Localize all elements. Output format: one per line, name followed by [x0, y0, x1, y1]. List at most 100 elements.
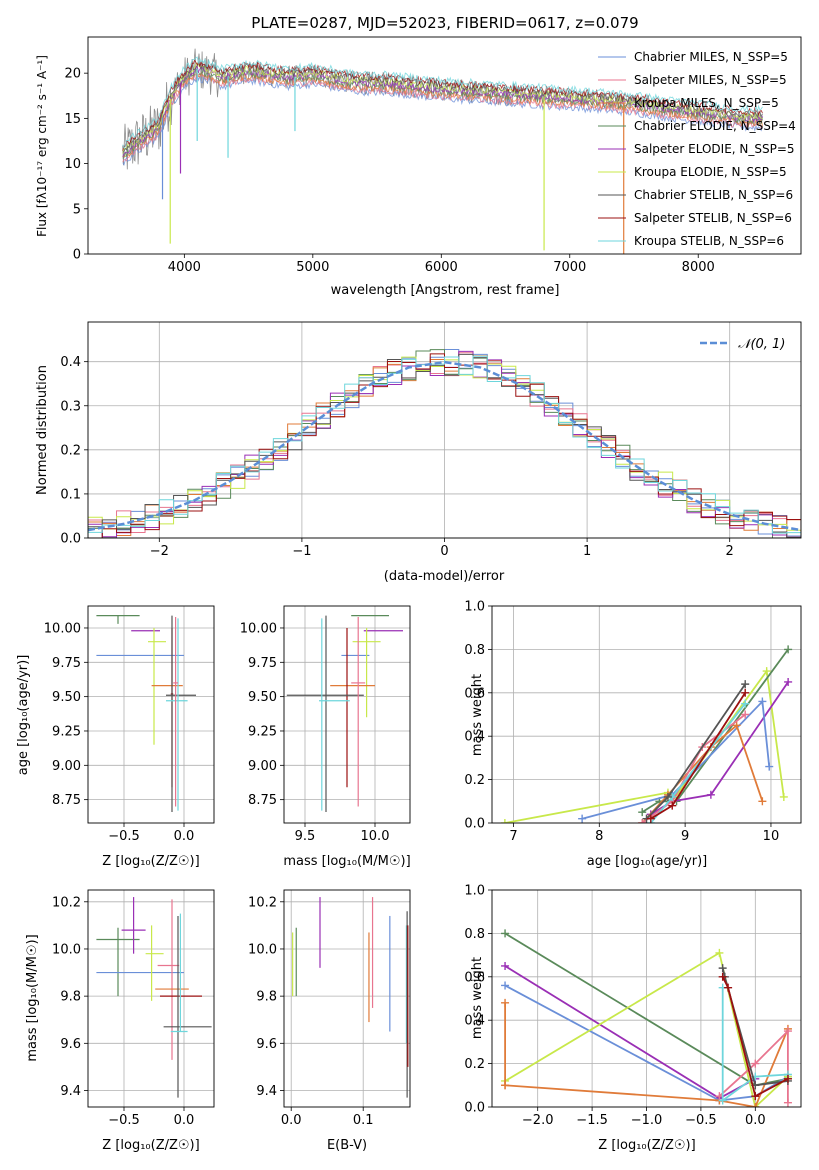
- weight-marker: [718, 972, 727, 981]
- x-tick-label: 1: [583, 544, 591, 559]
- age-vs-metallicity-panel: −0.5 0.0 8.75 9.00 9.25 9.50 9.75 10.00 Z [log₁…: [16, 605, 215, 869]
- y-tick-label: 9.8: [256, 990, 277, 1005]
- y-tick-label: 0.1: [60, 487, 81, 502]
- y-tick-label: 9.6: [60, 1037, 81, 1052]
- y-tick-label: 5: [73, 202, 81, 217]
- mass-vs-extinction-xlabel: E(B-V): [327, 1138, 367, 1153]
- mass-vs-metallicity-ylabel: mass [log₁₀(M/M☉)]: [25, 934, 40, 1061]
- weight-marker: [646, 814, 655, 823]
- y-tick-label: 0.6: [464, 970, 485, 985]
- x-tick-label: 10.0: [361, 829, 390, 844]
- spectrum-plot-area: 4000 5000 6000 7000 8000 0 5 10 15 20: [64, 36, 802, 275]
- y-tick-label: 0.0: [464, 817, 485, 832]
- axes-frame: [491, 605, 802, 824]
- weight-vs-age-ylabel: mass weight: [470, 674, 485, 756]
- x-tick-label: 8: [595, 829, 603, 844]
- plot-clip-group: [96, 897, 212, 1098]
- weight-vs-metallicity-plot-area: −2.0 −1.5 −1.0 −0.5 0.0 0.0 0.2 0.4 0.6 0.8 1.0: [464, 884, 802, 1128]
- plot-clip-group: [500, 645, 793, 823]
- weight-marker: [638, 819, 647, 823]
- x-tick-label: 0.0: [174, 1113, 195, 1128]
- legend-normal-label: 𝒩(0, 1): [738, 337, 785, 352]
- age-vs-metallicity-ylabel: age [log₁₀(age/yr)]: [16, 655, 31, 776]
- residuals-legend: 𝒩(0, 1): [700, 337, 785, 352]
- legend-entry-label: Chabrier STELIB, N_SSP=6: [634, 188, 793, 202]
- weight-line: [650, 681, 789, 816]
- y-tick-label: 9.00: [52, 759, 81, 774]
- spectrum-panel: 4000 5000 6000 7000 8000 0 5 10 15 20 Chabrier MI…: [35, 36, 802, 298]
- residuals-plot-area: −2 −1 0 1 2 0.0 0.1 0.2 0.3 0.4: [60, 321, 802, 559]
- spectrum-ylabel: Flux [fλ10⁻¹⁷ erg cm⁻² s⁻¹ A⁻¹]: [35, 55, 49, 237]
- x-tick-label: 6000: [425, 260, 458, 275]
- x-tick-label: −2.0: [522, 1113, 554, 1128]
- weight-marker: [751, 1103, 760, 1107]
- figure-title: PLATE=0287, MJD=52023, FIBERID=0617, z=0…: [251, 14, 638, 32]
- weight-line: [721, 987, 788, 1103]
- weight-marker: [779, 792, 788, 801]
- weight-marker: [500, 819, 509, 823]
- weight-marker: [751, 1092, 760, 1101]
- weight-line: [721, 976, 789, 1098]
- spectrum-xlabel: wavelength [Angstrom, rest frame]: [331, 283, 560, 298]
- weight-marker: [638, 808, 647, 817]
- x-tick-label: 0.0: [745, 1113, 766, 1128]
- x-tick-label: 4000: [168, 260, 201, 275]
- weight-vs-age-plot-area: 7 8 9 10 0.0 0.2 0.4 0.6 0.8 1.0: [464, 600, 802, 844]
- weight-marker: [765, 762, 774, 771]
- spectrum-model-line: [122, 62, 763, 154]
- weight-line: [504, 668, 785, 823]
- weight-vs-metallicity-panel: −2.0 −1.5 −1.0 −0.5 0.0 0.0 0.2 0.4 0.6 0.8 1.0 Z …: [464, 884, 802, 1153]
- y-tick-label: 9.50: [248, 690, 277, 705]
- weight-marker: [718, 964, 727, 973]
- x-tick-label: −0.5: [108, 829, 140, 844]
- weight-line: [504, 965, 756, 1100]
- y-tick-label: 10.2: [52, 895, 81, 910]
- axes-frame: [87, 889, 215, 1108]
- y-tick-label: 0.0: [60, 532, 81, 547]
- weight-marker: [578, 814, 587, 823]
- weight-marker: [741, 680, 750, 689]
- x-tick-label: −0.5: [108, 1113, 140, 1128]
- weight-marker: [501, 1081, 510, 1090]
- y-tick-label: 10.0: [248, 942, 277, 957]
- spectrum-model-line: [122, 65, 763, 158]
- weight-marker: [783, 1098, 792, 1107]
- mass-vs-extinction-panel: 0.0 0.1 9.4 9.6 9.8 10.0 10.2 E(B-V): [248, 889, 411, 1153]
- x-tick-label: 2: [726, 544, 734, 559]
- weight-marker: [501, 998, 510, 1007]
- weight-vs-metallicity-ylabel: mass weight: [470, 957, 485, 1039]
- age-vs-mass-plot-area: 9.5 10.0 8.75 9.00 9.25 9.50 9.75 10.00: [240, 605, 411, 844]
- x-tick-label: −2: [150, 544, 169, 559]
- age-vs-metallicity-xlabel: Z [log₁₀(Z/Z☉)]: [102, 854, 199, 869]
- x-tick-label: 9: [681, 829, 689, 844]
- y-tick-label: 0.2: [464, 1057, 485, 1072]
- weight-marker: [715, 948, 724, 957]
- age-vs-metallicity-plot-area: −0.5 0.0 8.75 9.00 9.25 9.50 9.75 10.00: [44, 605, 215, 844]
- age-vs-mass-xlabel: mass [log₁₀(M/M☉)]: [283, 854, 410, 869]
- weight-marker: [751, 1059, 760, 1068]
- axes-frame: [87, 321, 802, 539]
- mass-vs-metallicity-plot-area: −0.5 0.0 9.4 9.6 9.8 10.0 10.2: [52, 889, 215, 1128]
- weight-vs-metallicity-xlabel: Z [log₁₀(Z/Z☉)]: [598, 1138, 695, 1153]
- residuals-panel: −2 −1 0 1 2 0.0 0.1 0.2 0.3 0.4 𝒩(0, 1) (data-mod…: [35, 321, 802, 584]
- y-tick-label: 8.75: [248, 793, 277, 808]
- weight-marker: [762, 667, 771, 676]
- weight-marker: [783, 1027, 792, 1036]
- residuals-ylabel: Normed distribution: [35, 365, 50, 495]
- histogram-step: [88, 355, 801, 538]
- x-tick-label: −1.5: [576, 1113, 608, 1128]
- residuals-xlabel: (data-model)/error: [384, 569, 505, 584]
- y-tick-label: 0.4: [464, 1014, 485, 1029]
- legend-entry-label: Salpeter STELIB, N_SSP=6: [634, 211, 792, 225]
- x-tick-label: 0.1: [353, 1113, 374, 1128]
- legend-entry-label: Kroupa STELIB, N_SSP=6: [634, 234, 784, 248]
- weight-marker: [784, 645, 793, 654]
- x-tick-label: −1: [292, 544, 311, 559]
- plot-clip-group: [88, 349, 801, 538]
- y-tick-label: 0.0: [464, 1101, 485, 1116]
- weight-marker: [741, 688, 750, 697]
- weight-marker: [783, 1074, 792, 1083]
- weight-marker: [718, 1096, 727, 1105]
- y-tick-label: 10.00: [240, 621, 277, 636]
- axes-frame: [283, 605, 411, 824]
